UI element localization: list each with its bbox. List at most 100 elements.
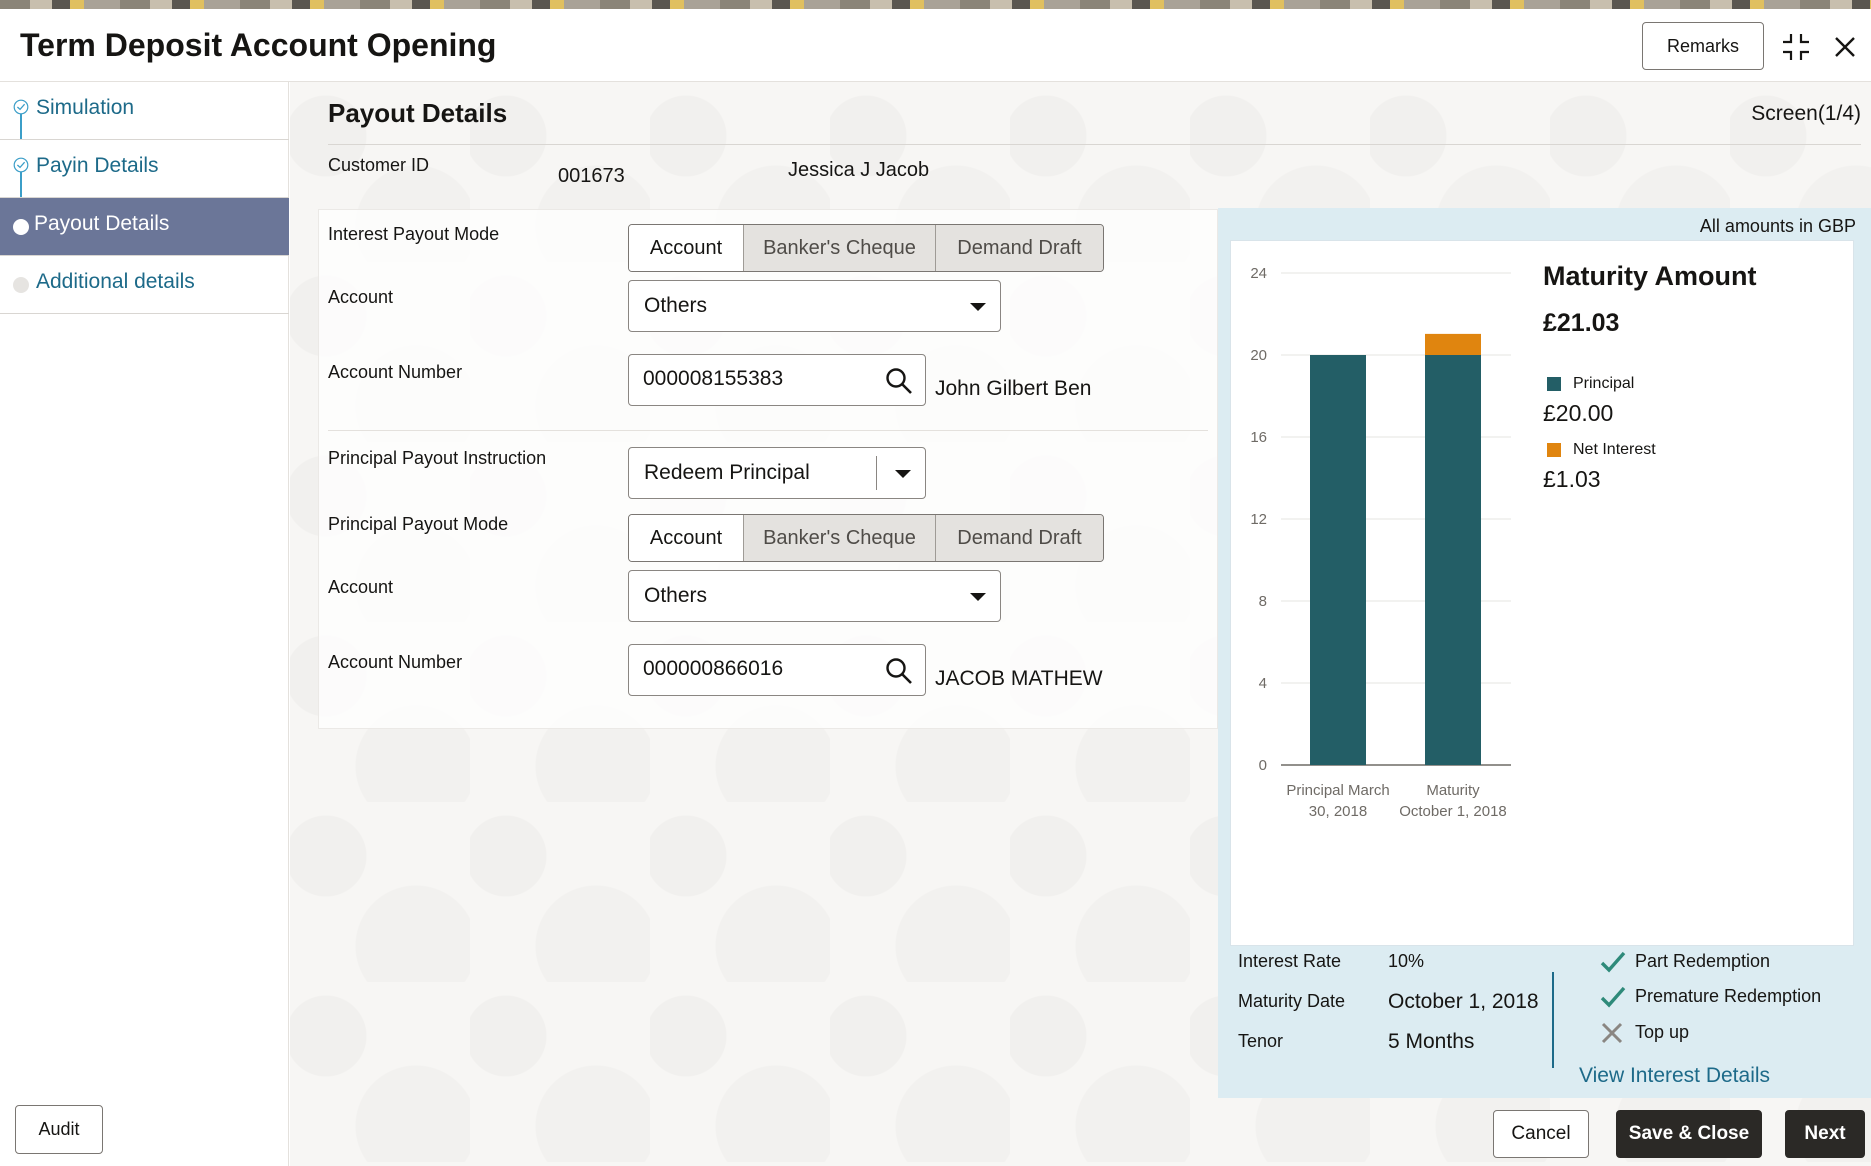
y-tick-label: 24	[1250, 265, 1267, 282]
chevron-down-icon	[970, 593, 986, 601]
audit-button[interactable]: Audit	[15, 1105, 103, 1154]
principal-payout-mode-label: Principal Payout Mode	[328, 514, 509, 534]
interest-account-number-input[interactable]	[643, 367, 863, 391]
legend-label-net-interest: Net Interest	[1573, 441, 1656, 458]
select-value: Others	[644, 584, 708, 607]
principal-payout-instruction-select[interactable]: Redeem Principal	[628, 447, 926, 499]
search-icon[interactable]	[885, 367, 913, 395]
interest-rate-label: Interest Rate	[1238, 951, 1342, 971]
chevron-down-icon	[895, 470, 911, 478]
maturity-bar-chart: 0 4 8 12 16 20 24 Principal March 30, 2018 Maturi…	[1250, 265, 1511, 820]
bar-principal	[1425, 355, 1481, 765]
principal-mode-demand-draft[interactable]: Demand Draft	[935, 515, 1103, 561]
sidebar-item-label: Simulation	[36, 96, 135, 119]
x-tick-label: Maturity	[1426, 782, 1480, 799]
interest-account-number-field	[628, 354, 926, 406]
chevron-down-icon	[970, 303, 986, 311]
view-interest-details-link[interactable]: View Interest Details	[1579, 1064, 1771, 1087]
step-connector	[20, 164, 22, 198]
search-icon[interactable]	[885, 657, 913, 685]
interest-payout-mode-label: Interest Payout Mode	[328, 224, 500, 244]
maturity-date-value: October 1, 2018	[1388, 990, 1539, 1013]
sidebar-item-payout-details[interactable]: Payout Details	[0, 198, 289, 256]
step-done-icon	[13, 157, 29, 173]
principal-payout-mode-toggle: Account Banker's Cheque Demand Draft	[628, 514, 1104, 562]
sidebar-item-additional-details[interactable]: Additional details	[0, 256, 289, 314]
page-title: Term Deposit Account Opening	[20, 27, 497, 63]
principal-account-number-input[interactable]	[643, 657, 863, 681]
sidebar-item-label: Payin Details	[36, 154, 159, 177]
legend-swatch-net-interest	[1547, 443, 1561, 457]
principal-account-holder: JACOB MATHEW	[935, 667, 1103, 690]
main-content: Payout Details Screen(1/4) Customer ID 0…	[290, 82, 1871, 1166]
x-tick-label: Principal March	[1286, 782, 1389, 799]
step-current-icon	[13, 219, 29, 235]
y-tick-label: 8	[1259, 593, 1267, 610]
legend-value-net-interest: £1.03	[1543, 466, 1601, 492]
principal-account-label: Account	[328, 577, 394, 597]
customer-name: Jessica J Jacob	[788, 159, 930, 181]
step-done-icon	[13, 99, 29, 115]
bar-net-interest	[1425, 333, 1481, 355]
maturity-chart-card: 0 4 8 12 16 20 24 Principal March 30, 2018 Maturi…	[1230, 240, 1854, 946]
principal-payout-instruction-label: Principal Payout Instruction	[328, 448, 547, 468]
check-icon	[1600, 986, 1626, 1008]
section-title: Payout Details	[328, 98, 508, 128]
y-tick-label: 12	[1250, 511, 1267, 528]
header: Term Deposit Account Opening Remarks	[0, 9, 1871, 82]
customer-id-value: 001673	[558, 165, 625, 187]
feature-premature-redemption: Premature Redemption	[1635, 986, 1822, 1006]
bar-principal	[1310, 355, 1366, 765]
interest-account-number-label: Account Number	[328, 362, 463, 382]
principal-account-number-field	[628, 644, 926, 696]
select-value: Redeem Principal	[644, 461, 810, 484]
principal-account-number-label: Account Number	[328, 652, 463, 672]
step-pending-icon	[13, 277, 29, 293]
interest-mode-account[interactable]: Account	[629, 225, 743, 271]
sidebar-item-payin-details[interactable]: Payin Details	[0, 140, 289, 198]
interest-payout-mode-toggle: Account Banker's Cheque Demand Draft	[628, 224, 1104, 272]
principal-mode-bankers-cheque[interactable]: Banker's Cheque	[743, 515, 935, 561]
interest-mode-bankers-cheque[interactable]: Banker's Cheque	[743, 225, 935, 271]
amounts-currency-note: All amounts in GBP	[1699, 216, 1856, 236]
feature-top-up: Top up	[1635, 1022, 1690, 1042]
remarks-button[interactable]: Remarks	[1642, 22, 1764, 70]
interest-account-select[interactable]: Others	[628, 280, 1001, 332]
sidebar-item-simulation[interactable]: Simulation	[0, 82, 289, 140]
section-divider	[328, 430, 1208, 431]
legend-label-principal: Principal	[1573, 375, 1635, 392]
sidebar: Simulation Payin Details Payout Details …	[0, 82, 289, 1166]
interest-account-holder: John Gilbert Ben	[935, 377, 1092, 400]
y-tick-label: 16	[1250, 429, 1267, 446]
y-tick-label: 4	[1259, 675, 1267, 692]
customer-id-label: Customer ID	[328, 155, 430, 175]
y-tick-label: 0	[1259, 757, 1267, 774]
summary-separator	[1552, 972, 1554, 1068]
legend-value-principal: £20.00	[1543, 400, 1614, 426]
next-button[interactable]: Next	[1785, 1110, 1865, 1158]
feature-part-redemption: Part Redemption	[1635, 951, 1771, 971]
sidebar-item-label: Additional details	[36, 270, 195, 293]
cross-icon	[1601, 1022, 1623, 1044]
maturity-amount-title: Maturity Amount	[1543, 261, 1757, 291]
principal-mode-account[interactable]: Account	[629, 515, 743, 561]
top-banner-strip	[0, 0, 1871, 9]
y-tick-label: 20	[1250, 347, 1267, 364]
tenor-label: Tenor	[1238, 1031, 1284, 1051]
close-icon[interactable]	[1825, 27, 1865, 67]
interest-mode-demand-draft[interactable]: Demand Draft	[935, 225, 1103, 271]
select-divider	[876, 456, 877, 490]
save-close-button[interactable]: Save & Close	[1616, 1110, 1762, 1158]
maturity-amount-value: £21.03	[1543, 309, 1620, 337]
maturity-summary-panel: All amounts in GBP 0 4 8 12 16 20 24 Principal …	[1218, 208, 1871, 1098]
screen-indicator: Screen(1/4)	[1751, 102, 1861, 125]
tenor-value: 5 Months	[1388, 1030, 1475, 1053]
sidebar-item-label: Payout Details	[34, 212, 170, 235]
cancel-button[interactable]: Cancel	[1493, 1110, 1589, 1158]
check-icon	[1600, 951, 1626, 973]
maturity-date-label: Maturity Date	[1238, 991, 1346, 1011]
minimize-icon[interactable]	[1776, 27, 1816, 67]
interest-account-label: Account	[328, 287, 394, 307]
principal-account-select[interactable]: Others	[628, 570, 1001, 622]
interest-rate-value: 10%	[1388, 951, 1425, 971]
